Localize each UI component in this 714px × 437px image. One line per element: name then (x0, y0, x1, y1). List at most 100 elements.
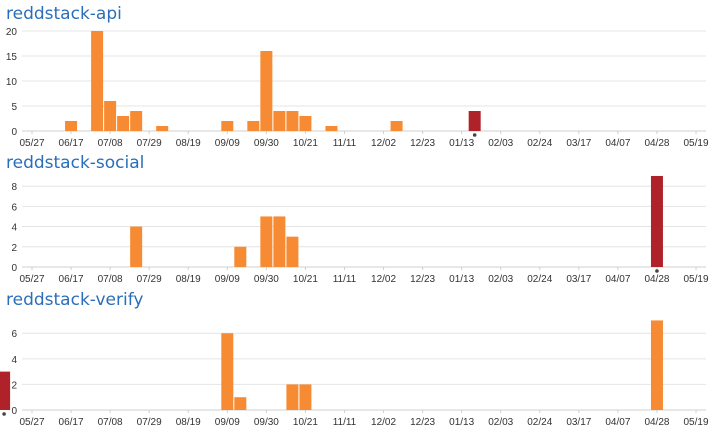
x-tick-label: 09/30 (254, 138, 279, 149)
x-tick-label: 01/13 (449, 274, 474, 285)
y-tick-label: 15 (6, 52, 18, 63)
x-tick-label: 08/19 (176, 138, 201, 149)
y-tick-label: 0 (11, 406, 17, 417)
x-tick-label: 11/11 (333, 274, 357, 285)
x-tick-label: 12/02 (371, 138, 396, 149)
bar (299, 384, 312, 410)
bar-chart-verify: 0 2 4 6 05/27 06/17 07/08 07/29 08/19 09/09 09/30 1… (0, 320, 709, 428)
bar (325, 126, 338, 131)
x-tick-label: 10/21 (293, 138, 318, 149)
x-tick-label: 09/09 (215, 138, 240, 149)
bar (156, 126, 169, 131)
y-tick-label: 4 (11, 355, 17, 366)
bar (221, 333, 234, 410)
x-tick-label: 07/29 (137, 417, 162, 428)
x-tick-label: 04/28 (644, 274, 669, 285)
x-tick-label: 04/07 (605, 138, 630, 149)
x-tick-label: 05/27 (19, 417, 44, 428)
x-tick-label: 07/08 (98, 417, 123, 428)
bar (234, 246, 247, 267)
x-tick-label: 06/17 (59, 138, 84, 149)
bar (390, 121, 403, 131)
bar (273, 111, 286, 131)
bar-current-week (468, 111, 481, 131)
x-tick-label: 07/29 (137, 274, 162, 285)
y-tick-label: 2 (11, 380, 17, 391)
bar (247, 121, 260, 131)
x-tick-label: 10/21 (293, 417, 318, 428)
y-tick-label: 0 (11, 127, 17, 138)
bar-chart-social: 0 2 4 6 8 05/27 06/17 07/08 07/29 08/19 09/09 09/30… (11, 175, 709, 285)
y-tick-label: 4 (11, 223, 17, 234)
bar (221, 121, 234, 131)
x-tick-label: 05/27 (19, 274, 44, 285)
y-tick-label: 0 (11, 263, 17, 274)
y-tick-label: 10 (6, 77, 18, 88)
x-tick-label: 12/23 (410, 417, 435, 428)
x-tick-label: 12/23 (410, 274, 435, 285)
bar (130, 226, 143, 267)
x-tick-label: 11/11 (333, 417, 357, 428)
current-week-marker (2, 412, 6, 416)
bar (273, 216, 286, 267)
x-tick-label: 02/03 (488, 417, 513, 428)
x-tick-label: 05/19 (684, 274, 709, 285)
x-tick-label: 04/07 (605, 417, 630, 428)
bar (104, 101, 117, 131)
x-tick-label: 08/19 (176, 274, 201, 285)
x-tick-label: 01/13 (449, 417, 474, 428)
x-tick-label: 03/17 (566, 274, 591, 285)
y-tick-label: 5 (11, 102, 17, 113)
x-tick-label: 07/08 (98, 274, 123, 285)
x-tick-label: 09/30 (254, 274, 279, 285)
x-tick-label: 06/17 (59, 274, 84, 285)
bar (130, 111, 143, 131)
bar (260, 51, 273, 131)
bar-current-week (650, 175, 663, 267)
x-tick-label: 05/27 (19, 138, 44, 149)
bar (299, 116, 312, 131)
x-tick-label: 01/13 (449, 138, 474, 149)
x-tick-label: 05/19 (684, 417, 709, 428)
bar (65, 121, 78, 131)
bar (234, 397, 247, 410)
x-tick-label: 09/09 (215, 274, 240, 285)
bar (286, 384, 299, 410)
bar (286, 111, 299, 131)
x-tick-label: 04/28 (644, 138, 669, 149)
x-tick-label: 02/03 (488, 138, 513, 149)
x-tick-label: 09/30 (254, 417, 279, 428)
x-tick-label: 07/29 (137, 138, 162, 149)
x-tick-label: 02/24 (527, 417, 552, 428)
x-tick-label: 11/11 (333, 138, 357, 149)
y-tick-label: 20 (6, 27, 18, 38)
y-tick-label: 8 (11, 182, 17, 193)
bar-current-week (0, 371, 11, 410)
current-week-marker (655, 269, 659, 273)
y-tick-label: 6 (11, 202, 17, 213)
x-tick-label: 06/17 (59, 417, 84, 428)
chart-title-social: reddstack-social (6, 153, 145, 173)
y-tick-label: 2 (11, 243, 17, 254)
current-week-marker (472, 133, 477, 137)
bar (260, 216, 273, 267)
x-tick-label: 12/02 (371, 417, 396, 428)
x-tick-label: 02/24 (527, 138, 552, 149)
x-tick-label: 02/24 (527, 274, 552, 285)
chart-title-api: reddstack-api (6, 4, 122, 24)
x-tick-label: 02/03 (488, 274, 513, 285)
bar (91, 31, 104, 131)
x-tick-label: 03/17 (566, 417, 591, 428)
x-tick-label: 12/02 (371, 274, 396, 285)
chart-title-verify: reddstack-verify (6, 290, 144, 310)
bar-chart-api: 0 5 10 15 20 05/27 06/17 07/08 07/29 08/19 09/09 09… (6, 27, 709, 149)
x-tick-label: 12/23 (410, 138, 435, 149)
x-tick-label: 07/08 (98, 138, 123, 149)
x-tick-label: 04/07 (605, 274, 630, 285)
x-tick-label: 08/19 (176, 417, 201, 428)
x-tick-label: 04/28 (644, 417, 669, 428)
x-tick-label: 10/21 (293, 274, 318, 285)
bar (286, 236, 299, 267)
bar (650, 320, 663, 410)
x-tick-label: 03/17 (566, 138, 591, 149)
